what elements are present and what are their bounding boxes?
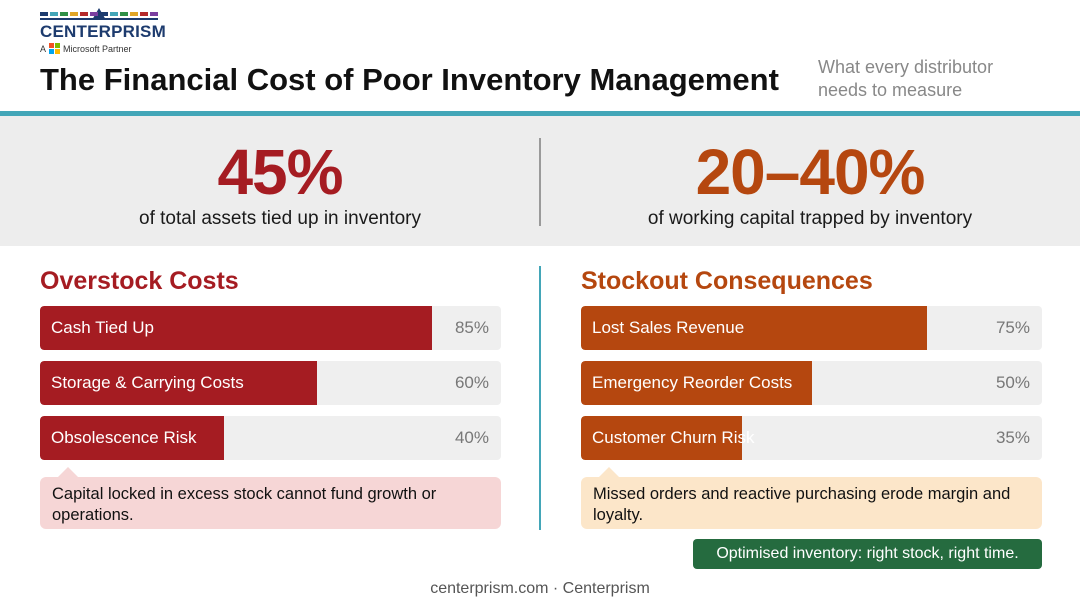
bar-label: Customer Churn Risk: [592, 428, 755, 447]
panels-divider: [539, 266, 541, 530]
footer-credit: centerprism.com · Centerprism: [430, 580, 650, 597]
logo-wordmark: CENTERPRISM: [40, 22, 166, 41]
logo-strip-segment: [100, 12, 108, 16]
microsoft-logo-square: [49, 43, 55, 48]
bar-label: Lost Sales Revenue: [592, 318, 745, 337]
bar-value-label: 50%: [995, 373, 1030, 392]
note-pointer: [599, 467, 619, 477]
logo-strip-segment: [140, 12, 148, 16]
note-text: Missed orders and reactive purchasing er…: [593, 485, 1011, 524]
bar-label: Obsolescence Risk: [51, 428, 197, 447]
bar-fill: [40, 361, 317, 405]
bar-fill: [40, 306, 432, 350]
bar-row: Lost Sales Revenue 75%: [581, 306, 1042, 350]
panel-title: Stockout Consequences: [581, 267, 873, 295]
logo-strip-segment: [150, 12, 158, 16]
bar-fill: [581, 306, 927, 350]
logo-strip-segment: [130, 12, 138, 16]
bar-row: Storage & Carrying Costs 60%: [40, 361, 501, 405]
stockout-note: Missed orders and reactive purchasing er…: [581, 467, 1042, 529]
stat-label: of total assets tied up in inventory: [139, 208, 421, 229]
logo-color-strip: [40, 12, 158, 16]
bar-fill: [40, 416, 224, 460]
logo-strip-segment: [50, 12, 58, 16]
header-divider: [0, 111, 1080, 116]
key-stats-band: 45% of total assets tied up in inventory…: [0, 116, 1080, 246]
microsoft-logo-square: [55, 43, 61, 48]
microsoft-logo-square: [49, 49, 55, 54]
bar-row: Cash Tied Up 85%: [40, 306, 501, 350]
page-subtitle: What every distributor needs to measure: [818, 57, 994, 100]
logo-strip-segment: [90, 12, 98, 16]
overstock-panel: Overstock Costs Cash Tied Up 85% Storage &…: [40, 266, 501, 529]
partner-badge: A Microsoft Partner: [40, 43, 132, 54]
stat-value: 20–40%: [695, 136, 926, 208]
bar-row: Obsolescence Risk 40%: [40, 416, 501, 460]
logo-strip-segment: [80, 12, 88, 16]
stat-assets: 45% of total assets tied up in inventory: [10, 140, 550, 230]
bar-label: Emergency Reorder Costs: [592, 373, 793, 392]
bar-row: Emergency Reorder Costs 50%: [581, 361, 1042, 405]
bar-label: Cash Tied Up: [51, 318, 154, 337]
partner-text: Microsoft Partner: [63, 43, 132, 54]
logo-strip-segment: [110, 12, 118, 16]
page-title: The Financial Cost of Poor Inventory Man…: [40, 62, 779, 97]
overstock-note: Capital locked in excess stock cannot fu…: [40, 467, 501, 529]
bar-value-label: 85%: [454, 318, 489, 337]
bar-value-label: 75%: [995, 318, 1030, 337]
logo-strip-segment: [70, 12, 78, 16]
bar-label: Storage & Carrying Costs: [51, 373, 244, 392]
centerprism-logo: CENTERPRISM A Microsoft Partner: [40, 8, 166, 56]
microsoft-logo-square: [55, 49, 61, 54]
logo-strip-segment: [40, 12, 48, 16]
logo-strip-segment: [60, 12, 68, 16]
note-text: Capital locked in excess stock cannot fu…: [52, 485, 437, 524]
note-pointer: [58, 467, 78, 477]
stats-divider: [539, 138, 541, 226]
microsoft-logo-icon: [49, 43, 61, 54]
bar-value-label: 60%: [454, 373, 489, 392]
bar-fill: [581, 416, 742, 460]
stockout-panel: Stockout Consequences Lost Sales Revenue…: [581, 266, 1042, 529]
partner-prefix: A: [40, 43, 47, 54]
logo-rule: [40, 18, 158, 20]
bar-value-label: 35%: [995, 428, 1030, 447]
bar-row: Customer Churn Risk 35%: [581, 416, 1042, 460]
panel-title: Overstock Costs: [40, 267, 239, 295]
logo-strip-segment: [120, 12, 128, 16]
stat-label: of working capital trapped by inventory: [647, 208, 973, 229]
logo-mountain-icon: [92, 8, 106, 20]
tagline-badge: Optimised inventory: right stock, right …: [693, 539, 1042, 569]
stat-value: 45%: [217, 136, 343, 208]
bar-fill: [581, 361, 812, 405]
stat-working-capital: 20–40% of working capital trapped by inv…: [540, 140, 1080, 230]
bar-value-label: 40%: [454, 428, 489, 447]
